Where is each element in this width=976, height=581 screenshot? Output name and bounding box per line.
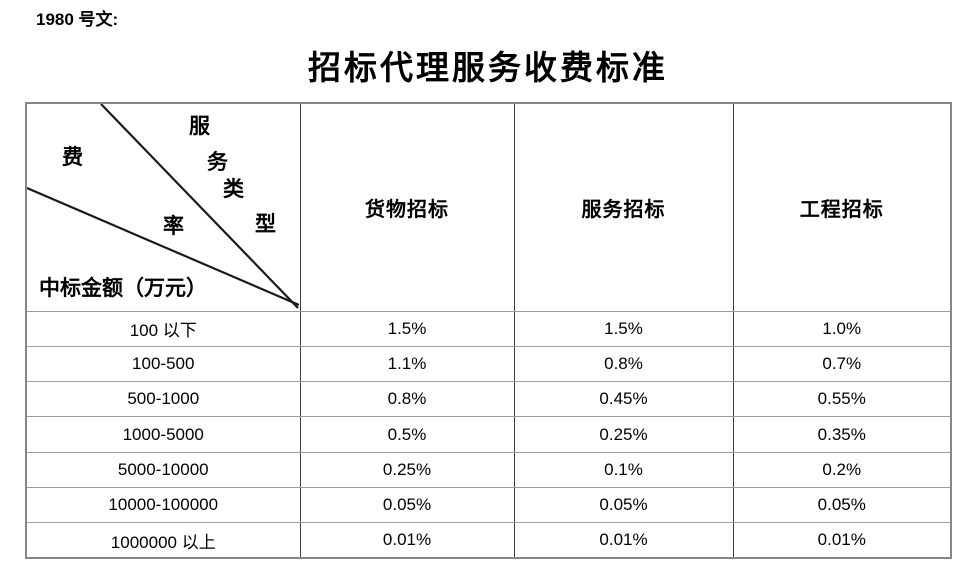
- page-title: 招标代理服务收费标准: [308, 48, 668, 87]
- fee-value-cell: 1.5%: [513, 310, 734, 347]
- fee-value-cell: 0.01%: [513, 522, 734, 559]
- fee-value-cell: 1.1%: [299, 345, 515, 383]
- service-type-char: 型: [255, 211, 276, 236]
- fee-value-cell: 1.5%: [299, 310, 515, 347]
- fee-value-cell: 0.01%: [732, 522, 952, 559]
- fee-value-cell: 0.35%: [732, 416, 952, 453]
- table-row: 10000-100000 0.05% 0.05% 0.05%: [25, 486, 952, 524]
- row-label: 100-500: [25, 345, 301, 383]
- table-row: 5000-10000 0.25% 0.1% 0.2%: [25, 451, 952, 488]
- table-row: 100 以下 1.5% 1.5% 1.0%: [25, 310, 952, 347]
- fee-value-cell: 0.8%: [299, 381, 515, 418]
- fee-value-cell: 0.45%: [513, 381, 734, 418]
- table-row: 500-1000 0.8% 0.45% 0.55%: [25, 381, 952, 418]
- table-row: 1000-5000 0.5% 0.25% 0.35%: [25, 416, 952, 453]
- row-label: 500-1000: [25, 381, 301, 418]
- column-header-goods: 货物招标: [299, 102, 515, 312]
- fee-value-cell: 0.55%: [732, 381, 952, 418]
- fee-value-cell: 0.7%: [732, 345, 952, 383]
- service-type-char: 类: [223, 176, 244, 201]
- row-label: 1000000 以上: [25, 522, 301, 559]
- corner-cell: 服 务 类 型 费 率 中标金额（万元）: [25, 102, 301, 312]
- doc-number-label: 1980 号文:: [36, 10, 119, 29]
- fee-table: 服 务 类 型 费 率 中标金额（万元） 货物招标 服务招标 工程招标 100 …: [25, 102, 952, 560]
- row-label: 1000-5000: [25, 416, 301, 453]
- fee-value-cell: 0.05%: [513, 486, 734, 524]
- row-label: 5000-10000: [25, 451, 301, 488]
- row-label: 10000-100000: [25, 486, 301, 524]
- service-type-char: 服: [189, 113, 210, 138]
- fee-value-cell: 0.8%: [513, 345, 734, 383]
- fee-value-cell: 0.2%: [732, 451, 952, 488]
- diagonal-line-lower: [27, 186, 299, 307]
- table-row: 100-500 1.1% 0.8% 0.7%: [25, 345, 952, 383]
- amount-label: 中标金额（万元）: [39, 275, 207, 300]
- fee-value-cell: 0.5%: [299, 416, 515, 453]
- fee-value-cell: 1.0%: [732, 310, 952, 347]
- diagonal-divider: [27, 104, 299, 309]
- rate-char: 费: [62, 144, 83, 169]
- rate-char: 率: [163, 213, 184, 238]
- table-row: 1000000 以上 0.01% 0.01% 0.01%: [25, 522, 952, 559]
- fee-value-cell: 0.1%: [513, 451, 734, 488]
- header-row: 服 务 类 型 费 率 中标金额（万元） 货物招标 服务招标 工程招标: [25, 102, 952, 312]
- diagonal-line-upper: [100, 104, 299, 309]
- column-header-works: 工程招标: [732, 102, 952, 312]
- fee-value-cell: 0.05%: [299, 486, 515, 524]
- column-header-services: 服务招标: [513, 102, 734, 312]
- fee-value-cell: 0.25%: [299, 451, 515, 488]
- fee-value-cell: 0.25%: [513, 416, 734, 453]
- service-type-char: 务: [207, 149, 228, 174]
- fee-value-cell: 0.05%: [732, 486, 952, 524]
- fee-value-cell: 0.01%: [299, 522, 515, 559]
- row-label: 100 以下: [25, 310, 301, 347]
